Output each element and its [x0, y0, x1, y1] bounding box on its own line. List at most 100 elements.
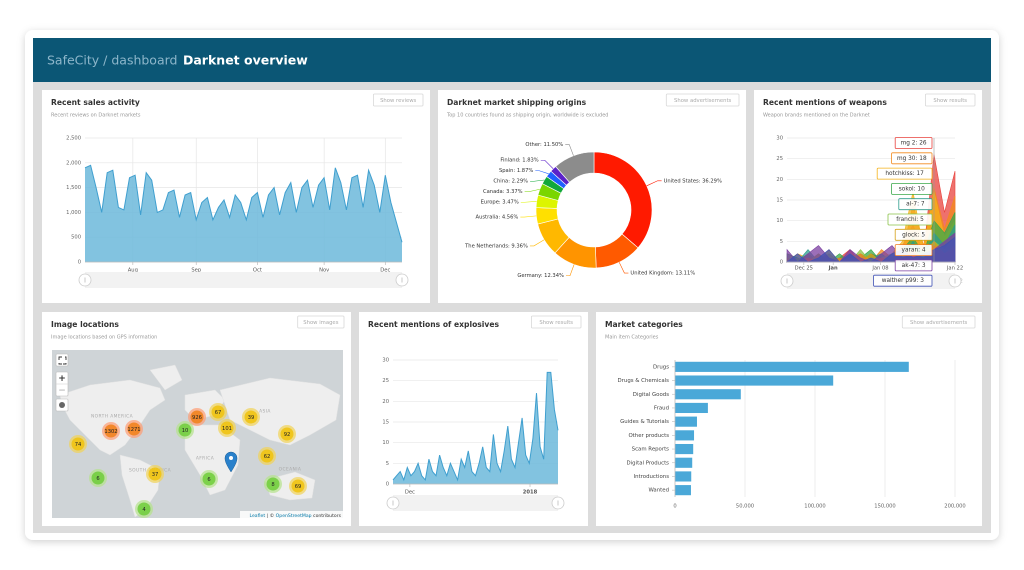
- cluster[interactable]: [202, 472, 216, 486]
- button[interactable]: [372, 93, 424, 107]
- panel: [438, 90, 746, 303]
- region-label: ASIA: [259, 409, 271, 415]
- attribution-part[interactable]: Leaflet: [249, 512, 265, 518]
- tooltip-box: [894, 244, 933, 257]
- cluster-count: 1302: [104, 429, 117, 435]
- cluster[interactable]: [104, 424, 118, 438]
- tooltip-text: glock: 5: [902, 232, 925, 238]
- cluster-count: 74: [75, 442, 82, 448]
- cluster[interactable]: [91, 471, 105, 485]
- y-tick-label: Digital Goods: [633, 392, 669, 398]
- map-land: [149, 364, 183, 391]
- cluster[interactable]: [266, 477, 280, 491]
- leader-line: [646, 180, 662, 187]
- slice-label: Finland: 1.83%: [500, 158, 538, 164]
- button-label[interactable]: Show results: [933, 98, 967, 104]
- button[interactable]: [925, 93, 976, 107]
- y-tick-label: Introductions: [634, 474, 670, 480]
- leader-line: [540, 159, 554, 169]
- header-bar: [33, 38, 991, 82]
- cluster[interactable]: [260, 449, 274, 463]
- zoom-button[interactable]: −: [58, 386, 66, 396]
- y-tick-label: 5: [386, 461, 389, 467]
- attribution-part[interactable]: OpenStreetMap: [276, 512, 312, 518]
- panel-subtitle: Top 10 countries found as shipping origi…: [446, 113, 608, 119]
- bar: [675, 485, 691, 496]
- button-label[interactable]: Show results: [539, 320, 573, 326]
- map-marker[interactable]: [224, 451, 238, 473]
- y-tick-label: 10: [776, 218, 783, 224]
- cluster[interactable]: [244, 410, 258, 424]
- x-tick-label: 150,000: [874, 504, 895, 510]
- slice-label: China: 2.29%: [493, 179, 528, 185]
- button-label[interactable]: Show advertisements: [674, 98, 732, 104]
- map-land: [219, 377, 341, 446]
- y-tick-label: 0: [78, 260, 81, 266]
- cluster-count: 6: [207, 477, 210, 483]
- slice-label: Other: 11.50%: [525, 142, 563, 148]
- button[interactable]: [901, 315, 976, 329]
- cluster[interactable]: [71, 437, 85, 451]
- tooltip-box: [898, 198, 933, 211]
- cluster[interactable]: [137, 502, 151, 516]
- cluster[interactable]: [190, 410, 204, 424]
- bar: [675, 389, 741, 400]
- y-tick-label: 20: [382, 399, 389, 405]
- brand[interactable]: SafeCity / dashboard: [47, 53, 177, 68]
- y-tick-label: 30: [382, 358, 389, 364]
- panel-subtitle: Weapon brands mentioned on the Darknet: [763, 113, 870, 119]
- x-tick-label: Dec 25: [795, 266, 813, 272]
- region-label: AFRICA: [196, 456, 214, 462]
- y-tick-label: Wanted: [648, 488, 669, 494]
- attribution-part: | ©: [265, 511, 276, 518]
- button[interactable]: [531, 315, 582, 329]
- cluster[interactable]: [127, 422, 141, 436]
- tooltip-box: [887, 213, 933, 226]
- cluster-count: 92: [284, 432, 291, 438]
- y-tick-label: 1,000: [66, 210, 81, 216]
- panel: [754, 90, 982, 303]
- bar: [675, 471, 692, 482]
- cluster-count: 69: [295, 484, 302, 490]
- cluster-count: 62: [264, 454, 271, 460]
- cluster-count: 1271: [127, 427, 140, 433]
- leader-line: [535, 170, 549, 175]
- x-tick-label: 200,000: [944, 504, 965, 510]
- button[interactable]: [665, 93, 740, 107]
- cluster[interactable]: [211, 405, 225, 419]
- y-tick-label: 20: [776, 177, 783, 183]
- area: [85, 165, 402, 262]
- button-label[interactable]: Show images: [303, 320, 338, 326]
- bar: [675, 361, 909, 372]
- cluster[interactable]: [220, 421, 234, 435]
- y-tick-label: 15: [776, 198, 783, 204]
- y-tick-label: 25: [382, 378, 389, 384]
- y-tick-label: Other products: [628, 433, 669, 439]
- cluster[interactable]: [291, 479, 305, 493]
- cluster-count: 8: [271, 482, 274, 488]
- x-tick-label: Jan: [828, 266, 838, 272]
- cluster[interactable]: [148, 467, 162, 481]
- x-tick-label: 100,000: [804, 504, 825, 510]
- slice-label: United States: 36.29%: [664, 178, 722, 184]
- zoom-button[interactable]: +: [58, 374, 66, 384]
- button-label[interactable]: Show advertisements: [910, 320, 968, 326]
- slice-label: Europe: 3.47%: [481, 200, 519, 206]
- attribution: Leaflet | © OpenStreetMap contributors: [249, 511, 341, 518]
- cluster[interactable]: [178, 423, 192, 437]
- button-label[interactable]: Show reviews: [380, 98, 416, 104]
- y-tick-label: 5: [780, 239, 783, 245]
- button[interactable]: [297, 315, 345, 329]
- slice-label: Spain: 1.87%: [499, 168, 533, 174]
- attribution-part: contributors: [312, 512, 342, 518]
- panel-title: Recent mentions of explosives: [368, 320, 500, 329]
- x-tick-label: Nov: [319, 268, 329, 274]
- y-tick-label: Scam Reports: [632, 447, 670, 453]
- tooltip-box: [891, 152, 933, 165]
- region-label: NORTH AMERICA: [91, 414, 133, 420]
- slice-label: Australia: 4.56%: [476, 215, 519, 221]
- cluster[interactable]: [280, 427, 294, 441]
- tooltip-box: [876, 167, 933, 180]
